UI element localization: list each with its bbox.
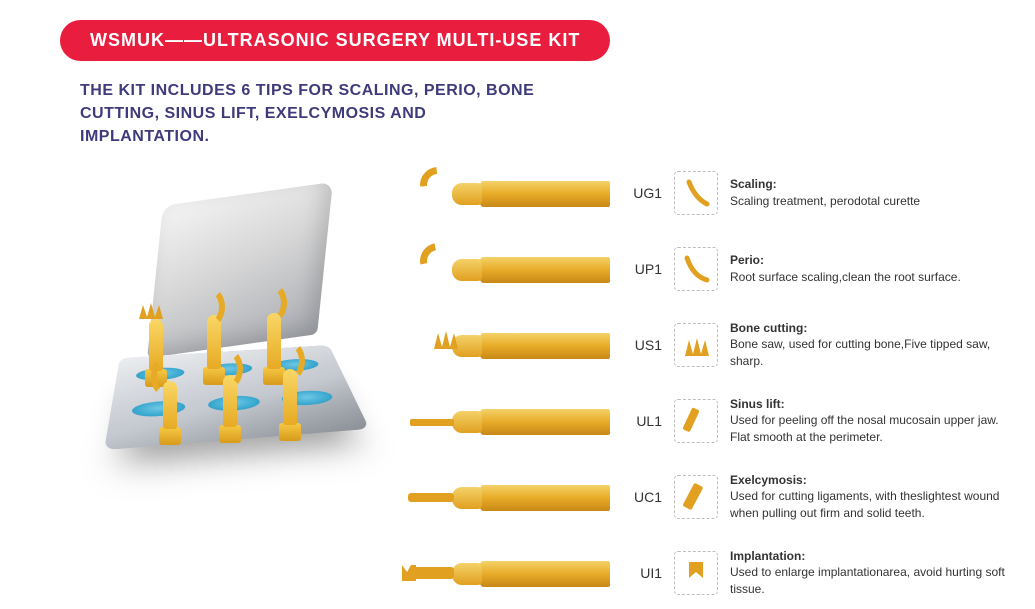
tip-graphic (410, 163, 610, 223)
sinus-lift-icon (679, 404, 713, 438)
exelcymosis-icon (679, 480, 713, 514)
tip-holder-disc (131, 399, 185, 418)
title-banner: WSMUK——ULTRASONIC SURGERY MULTI-USE KIT (60, 20, 610, 61)
tip-row: UL1 Sinus lift: Used for peeling off the… (410, 387, 1005, 455)
tip-text: Scaling treatment, perodotal curette (730, 194, 920, 208)
tip-title: Exelcymosis: (730, 472, 1005, 488)
kit-subheading: THE KIT INCLUDES 6 TIPS FOR SCALING, PER… (80, 79, 640, 149)
tips-list: UG1 Scaling: Scaling treatment, perodota… (410, 155, 1005, 607)
fork-head-icon (402, 565, 416, 581)
tip-title: Perio: (730, 252, 961, 268)
tip-row: UP1 Perio: Root surface scaling,clean th… (410, 235, 1005, 303)
saw-head-icon (432, 323, 458, 351)
tip-graphic (410, 391, 610, 451)
tip-thumbnail (674, 247, 718, 291)
tip-graphic (410, 239, 610, 299)
kit-box-illustration (85, 195, 345, 495)
tip-title: Scaling: (730, 176, 920, 192)
tip-description: Bone cutting: Bone saw, used for cutting… (730, 320, 1005, 369)
content-row: UG1 Scaling: Scaling treatment, perodota… (30, 155, 1005, 607)
perio-icon (679, 252, 713, 286)
tip-graphic (410, 315, 610, 375)
tip-thumbnail (674, 171, 718, 215)
tip-row: US1 Bone cutting: Bone saw, used for cut… (410, 311, 1005, 379)
tip-code: UP1 (622, 261, 662, 277)
subheading-line: THE KIT INCLUDES 6 TIPS FOR SCALING, PER… (80, 82, 534, 99)
tip-code: US1 (622, 337, 662, 353)
tip-description: Exelcymosis: Used for cutting ligaments,… (730, 472, 1005, 521)
tip-title: Sinus lift: (730, 396, 1005, 412)
tip-description: Perio: Root surface scaling,clean the ro… (730, 252, 961, 284)
tip-text: Bone saw, used for cutting bone,Five tip… (730, 337, 990, 367)
tip-graphic (410, 467, 610, 527)
tip-row: UI1 Implantation: Used to enlarge implan… (410, 539, 1005, 607)
tip-description: Scaling: Scaling treatment, perodotal cu… (730, 176, 920, 208)
tip-thumbnail (674, 551, 718, 595)
kit-image-area (30, 155, 400, 607)
tip-text: Used for cutting ligaments, with theslig… (730, 489, 999, 519)
tip-code: UL1 (622, 413, 662, 429)
tip-code: UG1 (622, 185, 662, 201)
tip-description: Implantation: Used to enlarge implantati… (730, 548, 1005, 597)
saw-head-icon (135, 297, 165, 323)
tip-title: Bone cutting: (730, 320, 1005, 336)
tip-thumbnail (674, 475, 718, 519)
kit-lid (147, 182, 333, 358)
subheading-line: IMPLANTATION. (80, 128, 209, 145)
tip-code: UC1 (622, 489, 662, 505)
tip-row: UG1 Scaling: Scaling treatment, perodota… (410, 159, 1005, 227)
tip-title: Implantation: (730, 548, 1005, 564)
tip-thumbnail (674, 399, 718, 443)
tip-code: UI1 (622, 565, 662, 581)
tip-graphic (410, 543, 610, 603)
implantation-icon (679, 556, 713, 590)
scaling-icon (679, 176, 713, 210)
tip-thumbnail (674, 323, 718, 367)
tip-text: Used to enlarge implantationarea, avoid … (730, 565, 1005, 595)
tip-text: Root surface scaling,clean the root surf… (730, 270, 961, 284)
bone-cutting-icon (679, 328, 713, 362)
tip-text: Used for peeling off the nosal mucosain … (730, 413, 999, 443)
tip-description: Sinus lift: Used for peeling off the nos… (730, 396, 1005, 445)
subheading-line: CUTTING, SINUS LIFT, EXELCYMOSIS AND (80, 105, 426, 122)
tip-row: UC1 Exelcymosis: Used for cutting ligame… (410, 463, 1005, 531)
